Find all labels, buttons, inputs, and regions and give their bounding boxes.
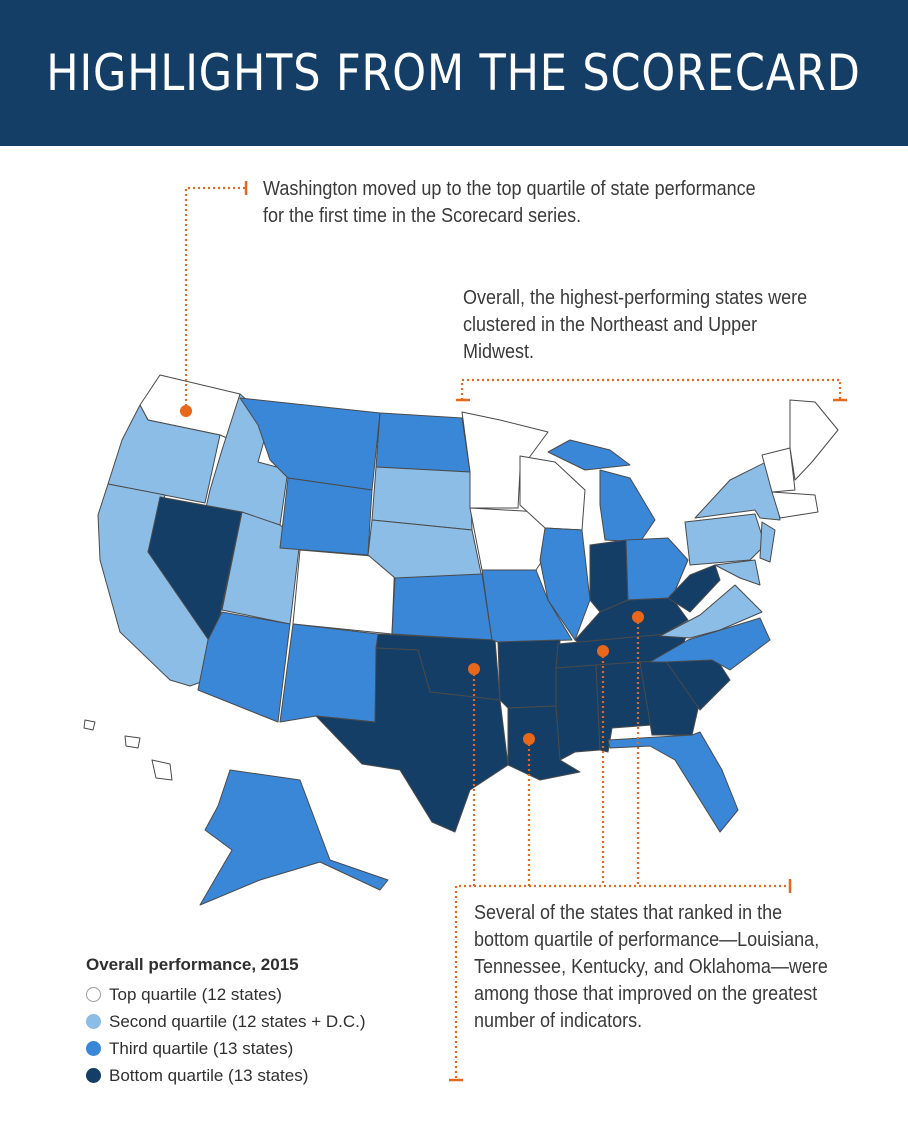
marker-kentucky [632, 611, 644, 623]
swatch-second-icon [86, 1014, 101, 1029]
state-arizona [197, 611, 291, 723]
state-north-carolina [649, 617, 771, 671]
legend-label: Second quartile (12 states + D.C.) [109, 1011, 366, 1031]
legend-item-second: Second quartile (12 states + D.C.) [86, 1008, 366, 1035]
state-vermont-nh [761, 447, 796, 493]
state-mississippi [555, 664, 601, 761]
marker-oklahoma [468, 663, 480, 675]
swatch-bottom-icon [86, 1068, 101, 1083]
state-hawaii-islands [83, 719, 141, 749]
state-florida [607, 731, 739, 833]
callout-bottom-quartile: Several of the states that ranked in the… [474, 902, 828, 1032]
swatch-third-icon [86, 1041, 101, 1056]
header-banner: HIGHLIGHTS FROM THE SCORECARD [0, 0, 908, 146]
legend-label: Top quartile (12 states) [109, 984, 282, 1004]
leader-washington [184, 186, 246, 411]
leader-lines [184, 186, 842, 1078]
state-kansas [391, 573, 493, 641]
state-hawaii [151, 759, 173, 781]
leader-northeast [460, 378, 842, 400]
state-massachusetts-ct-ri [771, 491, 819, 519]
callout-northeast: Overall, the highest-performing states w… [463, 287, 808, 363]
state-minnesota [461, 411, 549, 509]
legend: Overall performance, 2015 Top quartile (… [86, 955, 366, 1089]
legend-item-third: Third quartile (13 states) [86, 1035, 366, 1062]
legend-title: Overall performance, 2015 [86, 955, 299, 974]
state-maryland [714, 559, 761, 586]
state-michigan [599, 469, 656, 543]
state-south-dakota [371, 466, 473, 531]
legend-item-bottom: Bottom quartile (13 states) [86, 1062, 366, 1089]
marker-tennessee [597, 645, 609, 657]
swatch-top-icon [86, 987, 101, 1002]
state-oregon [107, 404, 221, 504]
page-title: HIGHLIGHTS FROM THE SCORECARD [46, 44, 862, 102]
legend-label: Bottom quartile (13 states) [109, 1065, 309, 1085]
state-maine [789, 399, 839, 481]
state-new-mexico [279, 623, 379, 723]
state-virginia [659, 584, 763, 639]
marker-dots [180, 405, 644, 745]
legend-label: Third quartile (13 states) [109, 1038, 294, 1058]
callout-washington: Washington moved up to the top quartile … [263, 178, 756, 227]
state-ohio [625, 537, 689, 601]
state-alaska [199, 769, 389, 906]
marker-washington [180, 405, 192, 417]
state-missouri [481, 569, 573, 643]
state-new-jersey [759, 521, 776, 563]
state-north-dakota [375, 412, 471, 473]
state-west-virginia [667, 564, 721, 613]
state-wyoming [279, 477, 373, 556]
leader-bottom-bracket [454, 884, 790, 1078]
state-pennsylvania [684, 513, 766, 566]
legend-item-top: Top quartile (12 states) [86, 981, 366, 1008]
state-indiana [589, 539, 629, 613]
state-michigan-upper [547, 439, 631, 471]
leader-ticks [244, 181, 847, 1082]
state-texas [315, 647, 509, 833]
state-arkansas [497, 639, 561, 709]
marker-louisiana [523, 733, 535, 745]
